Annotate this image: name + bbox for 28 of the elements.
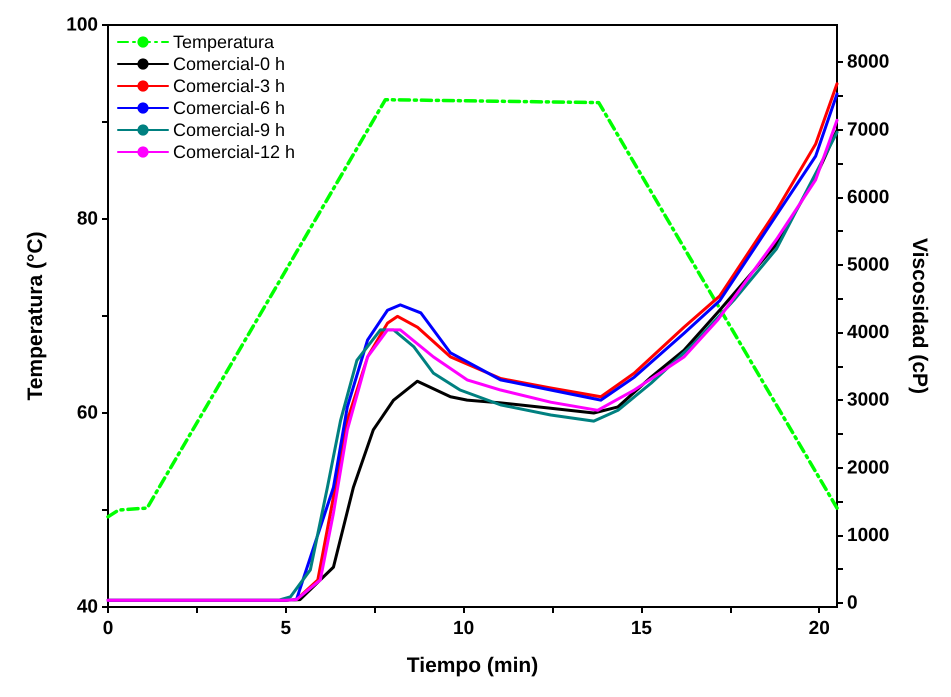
legend-label: Comercial-3 h bbox=[173, 76, 286, 96]
x-axis-title: Tiempo (min) bbox=[406, 654, 538, 677]
legend-label: Comercial-6 h bbox=[173, 98, 286, 118]
y2-axis-title: Viscosidad (cP) bbox=[908, 238, 931, 394]
y2-tick-label: 0 bbox=[847, 592, 858, 614]
x-tick-label: 10 bbox=[453, 618, 474, 639]
y-tick-label: 100 bbox=[66, 14, 98, 36]
y2-tick-label: 3000 bbox=[847, 390, 890, 411]
x-tick-label: 20 bbox=[808, 618, 830, 639]
legend-label: Comercial-0 h bbox=[173, 54, 286, 74]
y-axis-title: Temperatura (°C) bbox=[24, 231, 47, 401]
y-tick-label: 40 bbox=[76, 596, 98, 618]
y2-tick-label: 6000 bbox=[847, 186, 890, 208]
y2-tick-label: 1000 bbox=[847, 524, 890, 546]
y2-tick-label: 8000 bbox=[847, 52, 890, 73]
y2-tick-label: 4000 bbox=[847, 322, 890, 344]
y2-tick-label: 7000 bbox=[847, 119, 890, 140]
legend-label: Comercial-9 h bbox=[173, 120, 286, 140]
y2-tick-label: 5000 bbox=[847, 254, 890, 276]
x-tick-label: 5 bbox=[280, 618, 292, 639]
legend-label: Comercial-12 h bbox=[173, 142, 296, 162]
x-tick-label: 15 bbox=[630, 618, 652, 639]
y2-tick-label: 2000 bbox=[847, 457, 890, 478]
x-tick-label: 0 bbox=[102, 618, 114, 639]
y-tick-label: 60 bbox=[76, 402, 98, 424]
y-tick-label: 80 bbox=[76, 208, 98, 230]
line-series bbox=[106, 98, 839, 519]
legend-label: Temperatura bbox=[173, 32, 276, 52]
